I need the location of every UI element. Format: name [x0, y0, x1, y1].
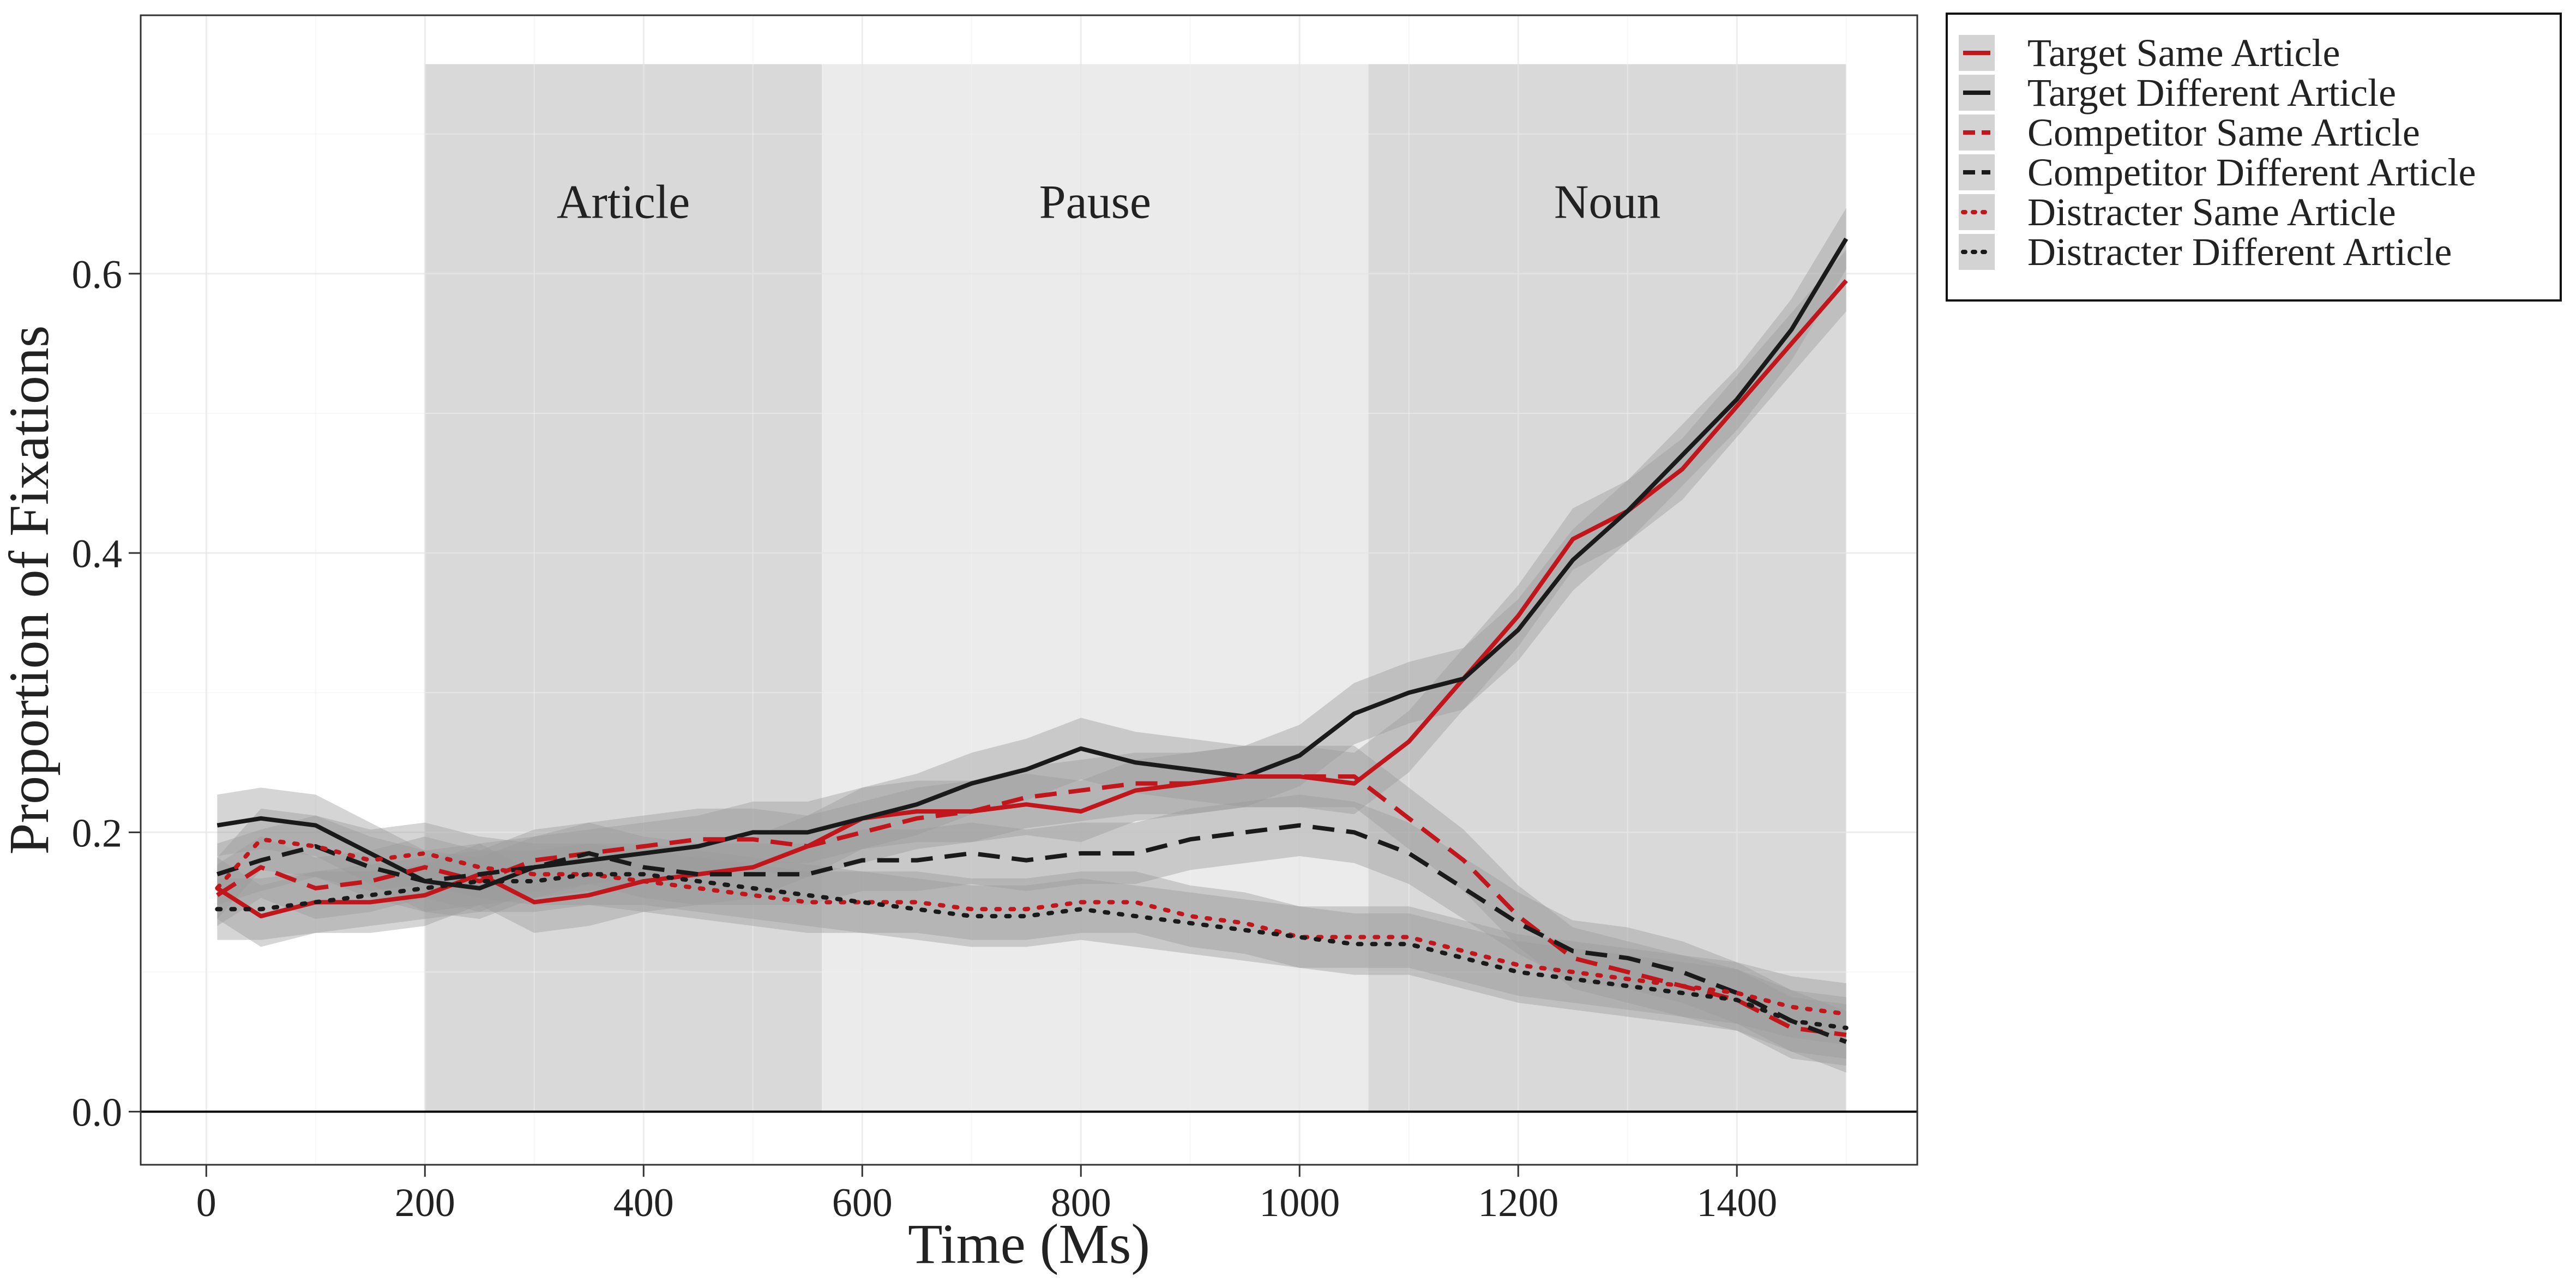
ribbon-series-2 — [217, 745, 1846, 1066]
y-tick-label: 0.4 — [72, 532, 123, 576]
x-tick-label: 0 — [196, 1181, 216, 1225]
y-tick-label: 0.2 — [72, 811, 123, 856]
y-tick-label: 0.0 — [72, 1091, 123, 1135]
region-pause — [822, 64, 1369, 1112]
legend-label: Competitor Different Article — [2027, 151, 2476, 194]
region-label-noun: Noun — [1554, 176, 1661, 228]
x-tick-label: 600 — [832, 1181, 893, 1225]
ribbon-series-5 — [217, 843, 1846, 1059]
x-tick-label: 200 — [395, 1181, 455, 1225]
series-line-1 — [216, 237, 1849, 890]
x-tick-label: 800 — [1051, 1181, 1111, 1225]
x-axis-ticks: 0 200 400 600 800 1000 1200 1400 — [196, 1165, 1777, 1225]
gridlines — [141, 15, 1917, 1165]
series-line-3 — [216, 823, 1847, 1044]
legend-label: Distracter Same Article — [2027, 190, 2396, 234]
legend-box — [1946, 13, 2562, 302]
region-noun — [1368, 64, 1846, 1112]
series-line-4 — [215, 837, 1849, 1016]
legend-label: Distracter Different Article — [2027, 230, 2452, 274]
x-tick-label: 400 — [613, 1181, 674, 1225]
y-axis-ticks: 0.0 0.2 0.4 0.6 — [72, 252, 141, 1135]
x-tick-label: 1400 — [1696, 1181, 1777, 1225]
region-article — [425, 64, 822, 1112]
ribbon-series-4 — [217, 808, 1846, 1045]
x-axis-label: Time (Ms) — [908, 1213, 1150, 1275]
legend-label: Target Same Article — [2027, 31, 2340, 75]
phase-regions — [425, 64, 1846, 1112]
x-tick-label: 1000 — [1259, 1181, 1340, 1225]
plot-frame — [140, 14, 1918, 1166]
y-tick-label: 0.6 — [72, 252, 123, 297]
x-tick-label: 1200 — [1478, 1181, 1558, 1225]
y-axis-label: Proportion of Fixations — [0, 326, 61, 855]
region-label-pause: Pause — [1039, 176, 1151, 228]
legend-label: Target Different Article — [2027, 71, 2396, 115]
ribbon-series-1 — [217, 208, 1846, 919]
legend-label: Competitor Same Article — [2027, 111, 2420, 154]
series-lines — [215, 237, 1849, 1044]
region-label-article: Article — [557, 176, 690, 228]
series-line-2 — [216, 774, 1847, 1037]
phase-labels: Article Pause Noun — [557, 176, 1660, 228]
